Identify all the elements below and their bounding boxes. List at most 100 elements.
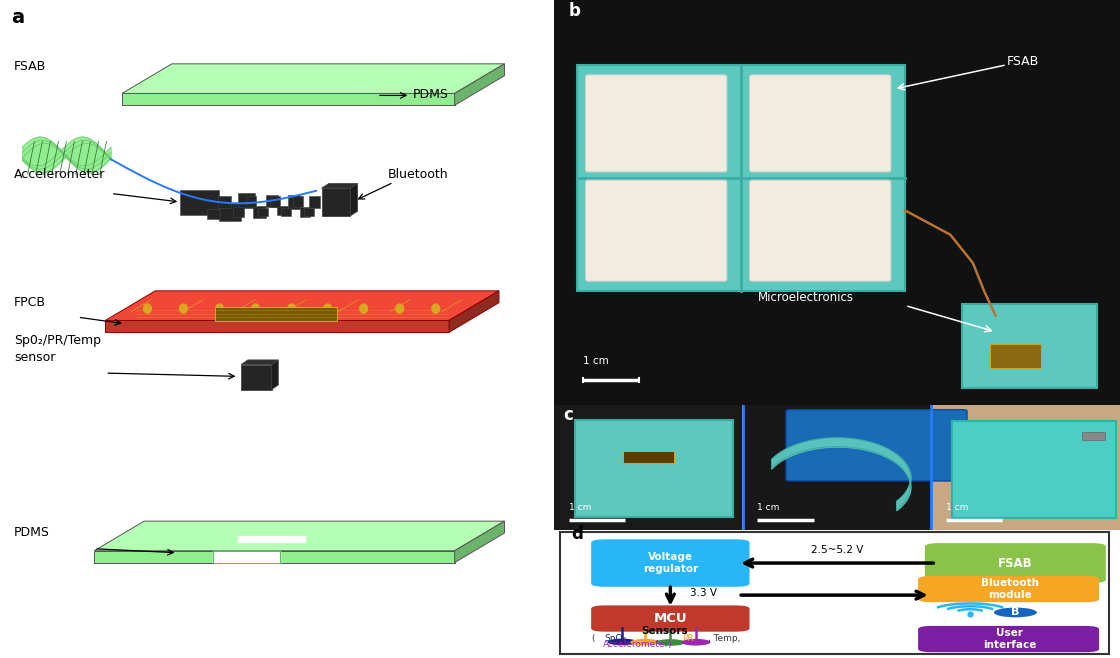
Bar [288,195,300,209]
Circle shape [681,639,710,645]
Circle shape [655,639,685,645]
Polygon shape [105,320,449,332]
Bar [252,206,267,218]
Text: FSAB: FSAB [998,557,1033,570]
Bar [220,203,241,221]
Circle shape [179,304,187,313]
Polygon shape [241,360,278,365]
Text: MCU: MCU [654,612,688,625]
FancyBboxPatch shape [215,307,336,322]
Text: d: d [571,524,584,543]
Bar [309,196,320,208]
Polygon shape [455,521,504,563]
Circle shape [252,304,260,313]
FancyBboxPatch shape [918,626,1099,652]
Polygon shape [321,184,357,188]
Bar [623,451,674,463]
Text: FSAB: FSAB [1007,55,1039,68]
Bar [245,196,255,207]
Circle shape [324,304,332,313]
FancyBboxPatch shape [925,543,1105,583]
FancyBboxPatch shape [575,420,734,517]
FancyBboxPatch shape [962,303,1098,388]
Text: (: ( [591,634,595,644]
FancyBboxPatch shape [591,540,749,587]
Text: B: B [1011,607,1019,617]
FancyBboxPatch shape [586,75,727,172]
Circle shape [631,639,660,645]
FancyBboxPatch shape [577,64,905,291]
Text: , Temp,: , Temp, [708,634,740,644]
Bar [217,196,232,208]
Circle shape [607,639,637,645]
Text: 1 cm: 1 cm [757,503,780,512]
Circle shape [288,304,296,313]
Text: Bluetooth: Bluetooth [388,168,449,181]
Text: Voltage
regulator: Voltage regulator [643,552,698,574]
Text: 1 cm: 1 cm [582,356,608,367]
Text: Sp0₂/PR/Temp
sensor: Sp0₂/PR/Temp sensor [13,334,101,364]
Text: 2.5~5.2 V: 2.5~5.2 V [811,545,864,555]
Text: FPCB: FPCB [13,296,46,309]
Bar [554,405,743,530]
Text: 1 cm: 1 cm [945,503,968,512]
Bar [281,207,291,216]
Text: Sensors: Sensors [642,626,688,636]
Text: PDMS: PDMS [413,88,449,101]
Text: PDMS: PDMS [13,526,49,540]
Circle shape [216,304,223,313]
FancyBboxPatch shape [749,75,890,172]
Bar [207,209,220,218]
Text: ,: , [656,634,662,644]
FancyBboxPatch shape [786,410,967,481]
Polygon shape [351,184,357,216]
FancyBboxPatch shape [749,180,890,281]
Text: PR: PR [682,634,694,644]
Polygon shape [241,365,272,390]
Text: Microelectronics: Microelectronics [758,291,855,305]
Polygon shape [321,188,351,216]
Text: b: b [569,2,580,20]
FancyBboxPatch shape [586,180,727,281]
Polygon shape [94,521,504,551]
Text: FSAB: FSAB [13,61,46,74]
Bar [744,405,931,530]
Text: SpO₂: SpO₂ [604,634,626,644]
Polygon shape [105,291,498,320]
Polygon shape [239,536,305,542]
Bar [1082,432,1105,440]
FancyBboxPatch shape [918,576,1099,602]
Bar [277,205,288,215]
Bar [990,344,1040,368]
Bar [932,405,1120,530]
Text: a: a [11,8,25,27]
Bar [265,195,278,207]
Circle shape [993,607,1037,617]
Circle shape [143,304,151,313]
Text: Bluetooth
module: Bluetooth module [981,578,1038,600]
FancyBboxPatch shape [591,605,749,632]
Circle shape [360,304,367,313]
Polygon shape [449,291,498,332]
Text: Accelerometer): Accelerometer) [603,640,672,649]
Polygon shape [122,64,504,93]
Bar [300,207,310,216]
Bar [270,196,280,207]
Text: User
interface: User interface [983,628,1036,650]
Bar [233,207,244,216]
Polygon shape [122,93,455,105]
Polygon shape [94,551,455,563]
Text: 1 cm: 1 cm [569,503,591,512]
Bar [258,207,268,216]
Text: 3.3 V: 3.3 V [690,588,717,597]
Polygon shape [214,551,280,563]
Polygon shape [455,64,504,105]
Text: c: c [563,406,572,424]
Text: Accelerometer: Accelerometer [13,168,105,181]
Bar [239,193,255,208]
Circle shape [432,304,440,313]
Bar [292,196,302,207]
Polygon shape [272,360,278,390]
Bar [180,190,220,215]
FancyBboxPatch shape [952,421,1117,519]
